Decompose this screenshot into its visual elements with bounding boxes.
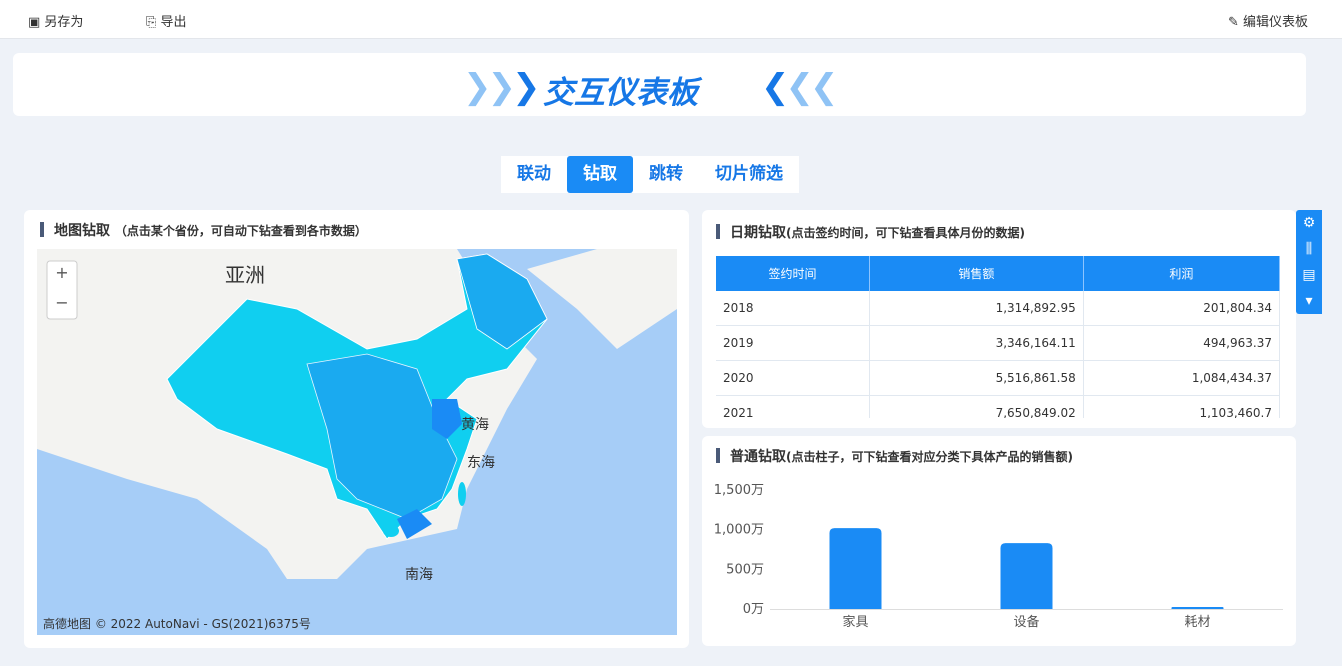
bar[interactable]	[1000, 543, 1053, 609]
column-header[interactable]: 销售额	[869, 256, 1084, 291]
map-label: 东海	[467, 455, 495, 471]
title-text: 日期钻取	[730, 225, 786, 241]
toolbar: ▣ 另存为 ⎘ 导出 ✎ 编辑仪表板	[0, 0, 1342, 39]
column-header[interactable]: 签约时间	[716, 256, 871, 291]
map-label: 黄海	[461, 416, 489, 433]
hint-text: （点击某个省份，可自动下钻查看到各市数据）	[114, 224, 367, 238]
decor-left: ❯❯❯	[463, 67, 540, 107]
table-row: 2020 5,516,861.58 1,084,434.37	[716, 360, 1280, 396]
tab[interactable]: 联动	[517, 164, 551, 184]
tab-bar: 联动 钻取 跳转 切片筛选	[501, 156, 799, 193]
dashboard-title: 交互仪表板	[543, 75, 698, 111]
table-cell: 5,516,861.58	[869, 360, 1084, 396]
header-text: 销售额	[958, 267, 995, 281]
chart-title: 普通钻取	[730, 449, 786, 465]
edit-button[interactable]: ✎ 编辑仪表板	[1228, 15, 1309, 30]
save-as-label: 另存为	[44, 15, 84, 30]
table-cell: 2020	[716, 360, 871, 396]
table-cell: 2019	[716, 325, 871, 361]
table-cell: 1,103,460.7	[1083, 395, 1280, 418]
y-tick-label: 1,500万	[714, 483, 764, 498]
table-cell: 201,804.34	[1083, 291, 1280, 326]
tab[interactable]: 钻取	[567, 156, 633, 193]
x-tick-label: 耗材	[1184, 615, 1210, 630]
x-tick-label: 家具	[842, 614, 868, 630]
table-wrap: 签约时间 销售额 利润 2018 1,314,892.95 201,804.34 2019 3…	[716, 256, 1280, 418]
table-cell: 1,314,892.95	[869, 291, 1084, 326]
panel-title: 普通钻取(点击柱子，可下钻查看对应分类下具体产品的销售额)	[716, 446, 1073, 466]
data-table: 签约时间 销售额 利润 2018 1,314,892.95 201,804.34 2019 3…	[716, 256, 1280, 418]
zoom-out[interactable]: −	[55, 293, 68, 312]
tab[interactable]: 跳转	[649, 164, 683, 184]
table-row: 2019 3,346,164.11 494,963.37	[716, 325, 1280, 361]
tab[interactable]: 切片筛选	[715, 164, 783, 184]
side-tools[interactable]: ⚙ ⫼ ▤ ▾	[1296, 210, 1322, 314]
bar[interactable]	[1171, 607, 1224, 609]
map-panel: 地图钻取 （点击某个省份，可自动下钻查看到各市数据） + − 亚洲 黄海 东海 …	[24, 210, 689, 648]
header: ❯❯❯ 交互仪表板 ❮❮❮	[13, 53, 1306, 116]
decor-right: ❮❮❮	[761, 67, 839, 107]
table-cell: 2021	[716, 395, 871, 418]
map-label: 南海	[405, 567, 433, 583]
map-attribution: 高德地图 © 2022 AutoNavi - GS(2021)6375号	[43, 616, 311, 631]
column-header[interactable]: 利润	[1083, 256, 1280, 291]
table-panel: 日期钻取(点击签约时间，可下钻查看具体月份的数据) 签约时间 销售额 利润 2018 1…	[702, 210, 1296, 428]
bar[interactable]	[829, 528, 882, 609]
export-label: 导出	[160, 15, 187, 30]
table-row: 2021 7,650,849.02 1,103,460.7	[716, 395, 1280, 418]
table-cell: 1,084,434.37	[1083, 360, 1280, 396]
panel-title: 地图钻取 （点击某个省份，可自动下钻查看到各市数据）	[40, 220, 367, 240]
table-cell: 3,346,164.11	[869, 325, 1084, 361]
table-cell: 2018	[716, 291, 871, 326]
table-cell: 494,963.37	[1083, 325, 1280, 361]
y-tick-label: 0万	[743, 602, 764, 617]
chart-panel: 普通钻取(点击柱子，可下钻查看对应分类下具体产品的销售额) 0万 500万 1,00…	[702, 436, 1296, 646]
map[interactable]: + − 亚洲 黄海 东海 南海 高德地图 © 2022 AutoNavi - G…	[37, 249, 677, 635]
header-text: 利润	[1169, 267, 1194, 281]
x-tick-label: 设备	[1013, 614, 1039, 630]
table-cell: 7,650,849.02	[869, 395, 1084, 418]
export-button[interactable]: ⎘ 导出	[146, 15, 187, 30]
panel-title: 日期钻取(点击签约时间，可下钻查看具体月份的数据)	[716, 222, 1025, 242]
y-tick-label: 500万	[726, 562, 764, 577]
hint-text: (点击签约时间，可下钻查看具体月份的数据)	[786, 226, 1025, 240]
edit-label: 编辑仪表板	[1243, 15, 1309, 30]
save-as-button[interactable]: ▣ 另存为	[28, 15, 84, 30]
chart-subtitle: (点击柱子，可下钻查看对应分类下具体产品的销售额)	[786, 450, 1073, 464]
table-row: 2018 1,314,892.95 201,804.34	[716, 291, 1280, 326]
title-text: 地图钻取	[54, 223, 110, 239]
map-label: 亚洲	[225, 263, 265, 287]
header-text: 签约时间	[768, 267, 817, 281]
zoom-in[interactable]: +	[55, 263, 68, 282]
y-tick-label: 1,000万	[714, 523, 764, 538]
